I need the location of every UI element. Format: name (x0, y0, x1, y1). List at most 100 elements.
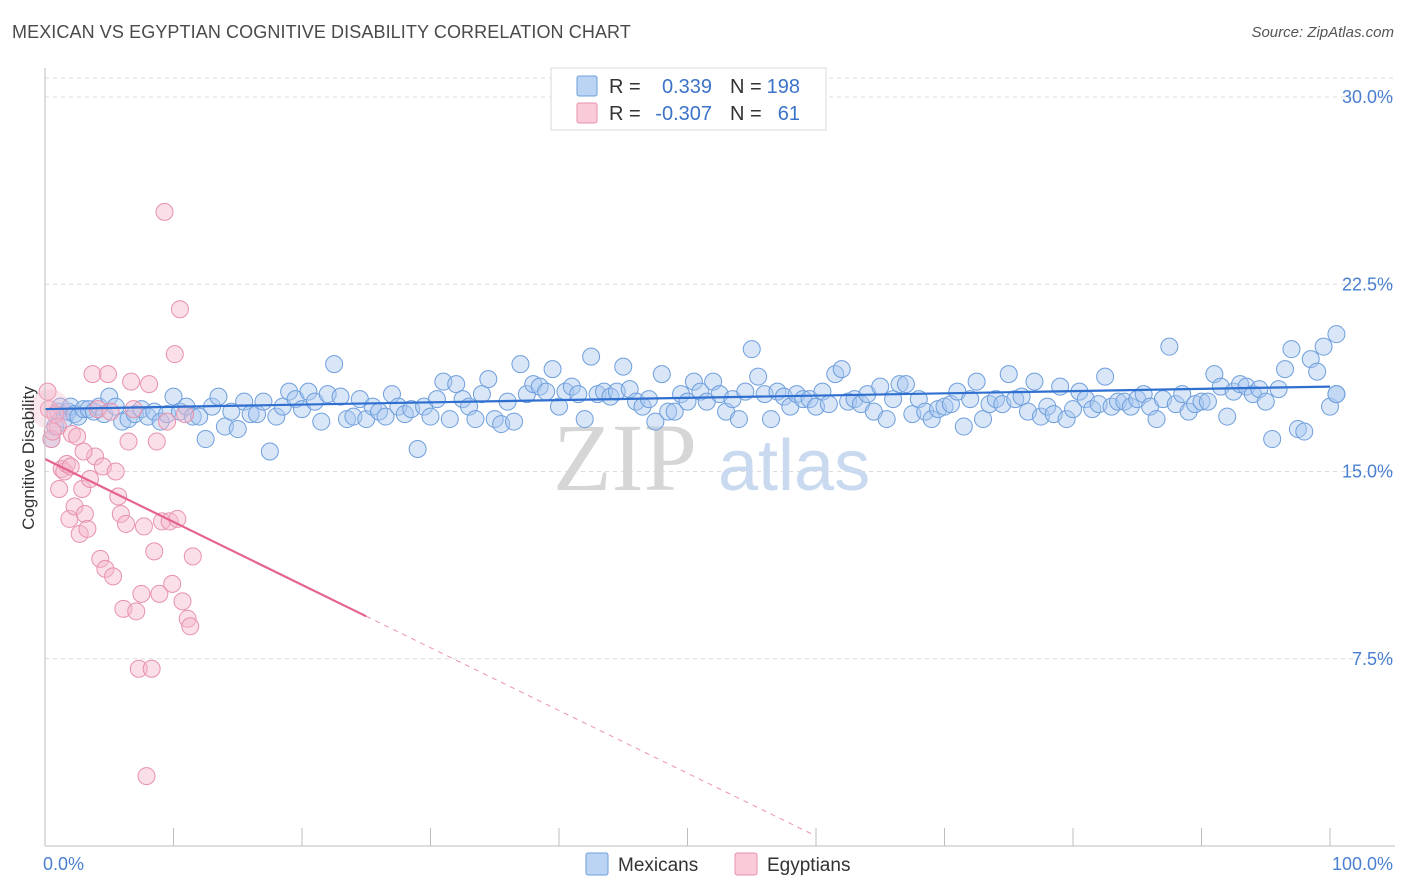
mexicans-point (537, 382, 556, 401)
mexicans-point (1276, 360, 1295, 379)
y-axis-title: Cognitive Disability (19, 386, 38, 530)
mexicans-point (1038, 397, 1057, 416)
egyptians-point (98, 365, 117, 384)
watermark: ZIP atlas (553, 404, 870, 511)
mexicans-point (472, 385, 491, 404)
mexicans-point (1327, 325, 1346, 344)
egyptians-point (96, 559, 115, 578)
egyptians-point (127, 602, 146, 621)
egyptians-point (183, 547, 202, 566)
mexicans-point (749, 367, 768, 386)
y-tick-label: 22.5% (1342, 274, 1393, 294)
egyptians-point (122, 372, 141, 391)
egyptians-point (62, 425, 81, 444)
mexicans-point (1179, 402, 1198, 421)
egyptians-point (86, 447, 105, 466)
mexicans-point (106, 397, 125, 416)
legend-n-value-2: 61 (778, 103, 800, 125)
mexicans-point (151, 412, 170, 431)
legend-r-value-1: 0.339 (662, 76, 712, 98)
legend-swatch-mexicans (576, 75, 598, 97)
egyptians-point (142, 659, 161, 678)
mexicans-point (447, 375, 466, 394)
mexicans-point (742, 340, 761, 359)
mexicans-point (100, 387, 119, 406)
mexicans-point (665, 402, 684, 421)
mexicans-point (408, 440, 427, 459)
mexicans-point (222, 402, 241, 421)
egyptians-point (145, 542, 164, 561)
egyptians-point (132, 584, 151, 603)
legend-swatch-egyptians (576, 102, 598, 124)
egyptians-point (50, 479, 69, 498)
mexicans-point (1327, 385, 1346, 404)
egyptians-point (158, 412, 177, 431)
mexicans-point (999, 365, 1018, 384)
egyptians-point (38, 382, 57, 401)
egyptians-point (173, 592, 192, 611)
mexicans-point (1057, 410, 1076, 429)
mexicans-point (1160, 337, 1179, 356)
egyptians-point (111, 504, 130, 523)
egyptians-point (75, 504, 94, 523)
egyptians-point (178, 609, 197, 628)
egyptians-point (134, 517, 153, 536)
mexicans-point (961, 390, 980, 409)
y-tick-label: 7.5% (1352, 649, 1393, 669)
egyptians-point (91, 549, 110, 568)
mexicans-point (1263, 430, 1282, 449)
mexicans-point (1269, 380, 1288, 399)
egyptians-point (48, 417, 67, 436)
egyptians-point (78, 519, 97, 538)
egyptians-point (129, 659, 148, 678)
mexicans-point (896, 375, 915, 394)
egyptians-trend-extension (366, 615, 817, 837)
mexicans-point (325, 355, 344, 374)
egyptians-point (150, 584, 169, 603)
mexicans-point (267, 407, 286, 426)
egyptians-point (119, 432, 138, 451)
mexicans-point (1121, 397, 1140, 416)
mexicans-point (260, 442, 279, 461)
mexicans-point (280, 382, 299, 401)
mexicans-point (196, 430, 215, 449)
mexicans-point (209, 387, 228, 406)
mexicans-point (312, 412, 331, 431)
egyptians-point (137, 767, 156, 786)
legend-n-value-1: 198 (767, 76, 800, 98)
chart-title: MEXICAN VS EGYPTIAN COGNITIVE DISABILITY… (12, 22, 631, 42)
mexicans-point (582, 347, 601, 366)
legend-r-label-2: R = (609, 103, 641, 125)
mexicans-point (228, 420, 247, 439)
y-tick-label: 30.0% (1342, 87, 1393, 107)
mexicans-point (762, 410, 781, 429)
legend-box: R = 0.339 N = 198 R = -0.307 N = 61 (550, 67, 827, 131)
mexicans-point (569, 385, 588, 404)
mexicans-point (877, 410, 896, 429)
egyptians-point (176, 405, 195, 424)
mexicans-point (819, 395, 838, 414)
egyptians-point (101, 402, 120, 421)
bottom-legend-label-mexicans: Mexicans (618, 855, 698, 876)
legend-n-label-1: N = (730, 76, 762, 98)
egyptians-point (68, 427, 87, 446)
mexicans-point (1064, 400, 1082, 419)
mexicans-trend-line (44, 385, 1331, 411)
x-tick-label: 100.0% (1332, 854, 1393, 874)
mexicans-point (832, 360, 851, 379)
mexicans-point (453, 390, 472, 409)
mexicans-point (729, 410, 748, 429)
mexicans-point (190, 407, 209, 426)
mexicans-point (1096, 367, 1115, 386)
egyptians-point (104, 567, 123, 586)
mexicans-point (646, 412, 665, 431)
egyptians-point (165, 345, 184, 364)
bottom-legend: Mexicans Egyptians (585, 852, 850, 876)
mexicans-point (659, 402, 678, 421)
mexicans-point (164, 387, 183, 406)
trend-layer (44, 385, 1331, 837)
bottom-legend-swatch-mexicans (585, 852, 609, 876)
egyptians-point (170, 300, 189, 319)
egyptians-point (73, 479, 92, 498)
